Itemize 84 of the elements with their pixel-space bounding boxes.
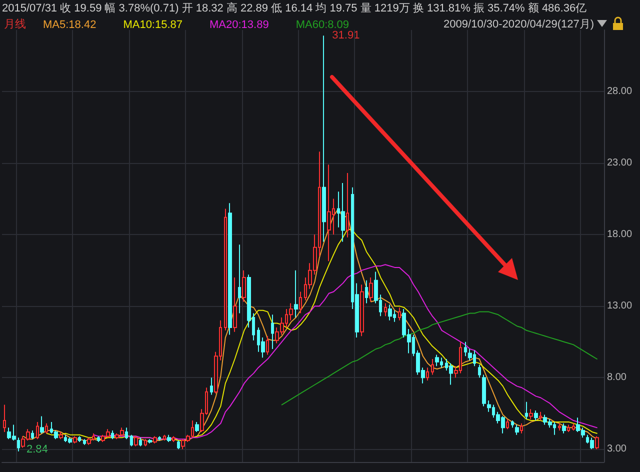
candlestick [177, 440, 180, 450]
line-series [93, 264, 598, 440]
candlestick [384, 302, 387, 317]
candlestick [210, 377, 213, 396]
candlestick [45, 422, 48, 434]
candlestick [572, 422, 575, 432]
candlestick [73, 436, 77, 444]
candlestick [506, 418, 509, 430]
candlestick [562, 422, 566, 434]
candlestick [299, 291, 302, 314]
candlestick [266, 336, 269, 356]
candlestick [238, 244, 241, 314]
text: MA5:18.42 [43, 19, 96, 31]
annotation: 2009/10/30-2020/04/29(127月) [444, 18, 594, 30]
candlestick [148, 438, 152, 444]
candlestick [322, 35, 326, 242]
y-tick-label: 3.00 [607, 444, 627, 455]
text: MA10:15.87 [123, 19, 183, 31]
candlestick [17, 437, 20, 452]
candlestick [36, 421, 39, 440]
candlestick [294, 270, 298, 318]
candlestick [31, 430, 34, 440]
candlestick [449, 362, 453, 386]
y-tick-label: 13.00 [607, 300, 632, 312]
candlestick [327, 164, 331, 262]
candlestick [224, 208, 227, 331]
candlestick [158, 436, 161, 442]
candlestick [87, 437, 91, 446]
candlestick [360, 284, 364, 337]
candlestick [529, 408, 533, 420]
candlestick [228, 202, 232, 336]
y-tick-label: 18.00 [607, 229, 632, 240]
candlestick [525, 401, 528, 420]
candlestick [78, 436, 81, 442]
candlestick [271, 314, 274, 350]
candlestick [83, 438, 86, 446]
candlestick [426, 367, 429, 381]
candlestick [520, 422, 523, 434]
candlestick [144, 438, 147, 447]
candlestick [68, 437, 72, 444]
candlestick [515, 424, 519, 436]
candlestick [153, 436, 157, 444]
candlestick [139, 437, 142, 447]
annotation: 31.91 [332, 30, 360, 42]
candlestick [478, 364, 481, 378]
candlestick [3, 404, 6, 432]
line-series [281, 311, 598, 406]
chart-title: 2015/07/31 收 19.59 幅 3.78%(0.71) 开 18.32 高 22.89 低 16.14 均 19.75 量 1219万 换 131.81% 振 35.74% 额 486.36亿 [2, 2, 587, 14]
candlestick [233, 276, 237, 332]
candlestick [464, 341, 467, 357]
candlestick [163, 434, 166, 442]
candlestick [242, 270, 246, 302]
candlestick [534, 410, 538, 422]
candlestick [558, 422, 561, 432]
candlestick [539, 411, 542, 422]
annotation: 月线 [4, 18, 26, 30]
candlestick [435, 354, 439, 367]
y-tick-label: 28.00 [607, 86, 632, 98]
candlestick [167, 434, 171, 442]
candlestick [130, 434, 133, 447]
candlestick [346, 172, 349, 238]
candlestick [111, 430, 114, 440]
candlestick [567, 424, 570, 432]
candlestick [341, 182, 345, 242]
candlestick [398, 307, 401, 321]
candlestick [172, 436, 175, 442]
candlestick [511, 420, 514, 428]
candlestick [195, 421, 199, 432]
text: MA60:8.09 [296, 19, 350, 31]
candlestick [365, 280, 368, 304]
text: MA20:13.89 [210, 19, 269, 31]
candlestick [125, 427, 128, 440]
y-tick-label: 8.00 [607, 372, 627, 384]
y-tick-label: 23.00 [607, 158, 632, 169]
candlestick [388, 304, 392, 321]
candlestick [482, 374, 486, 407]
candlestick [595, 436, 599, 450]
candlestick [40, 416, 44, 434]
candlestick [590, 437, 594, 450]
candlestick [431, 358, 434, 376]
candlestick [59, 431, 63, 440]
candlestick [369, 276, 373, 302]
candlestick [134, 436, 138, 447]
candlestick [97, 436, 100, 442]
